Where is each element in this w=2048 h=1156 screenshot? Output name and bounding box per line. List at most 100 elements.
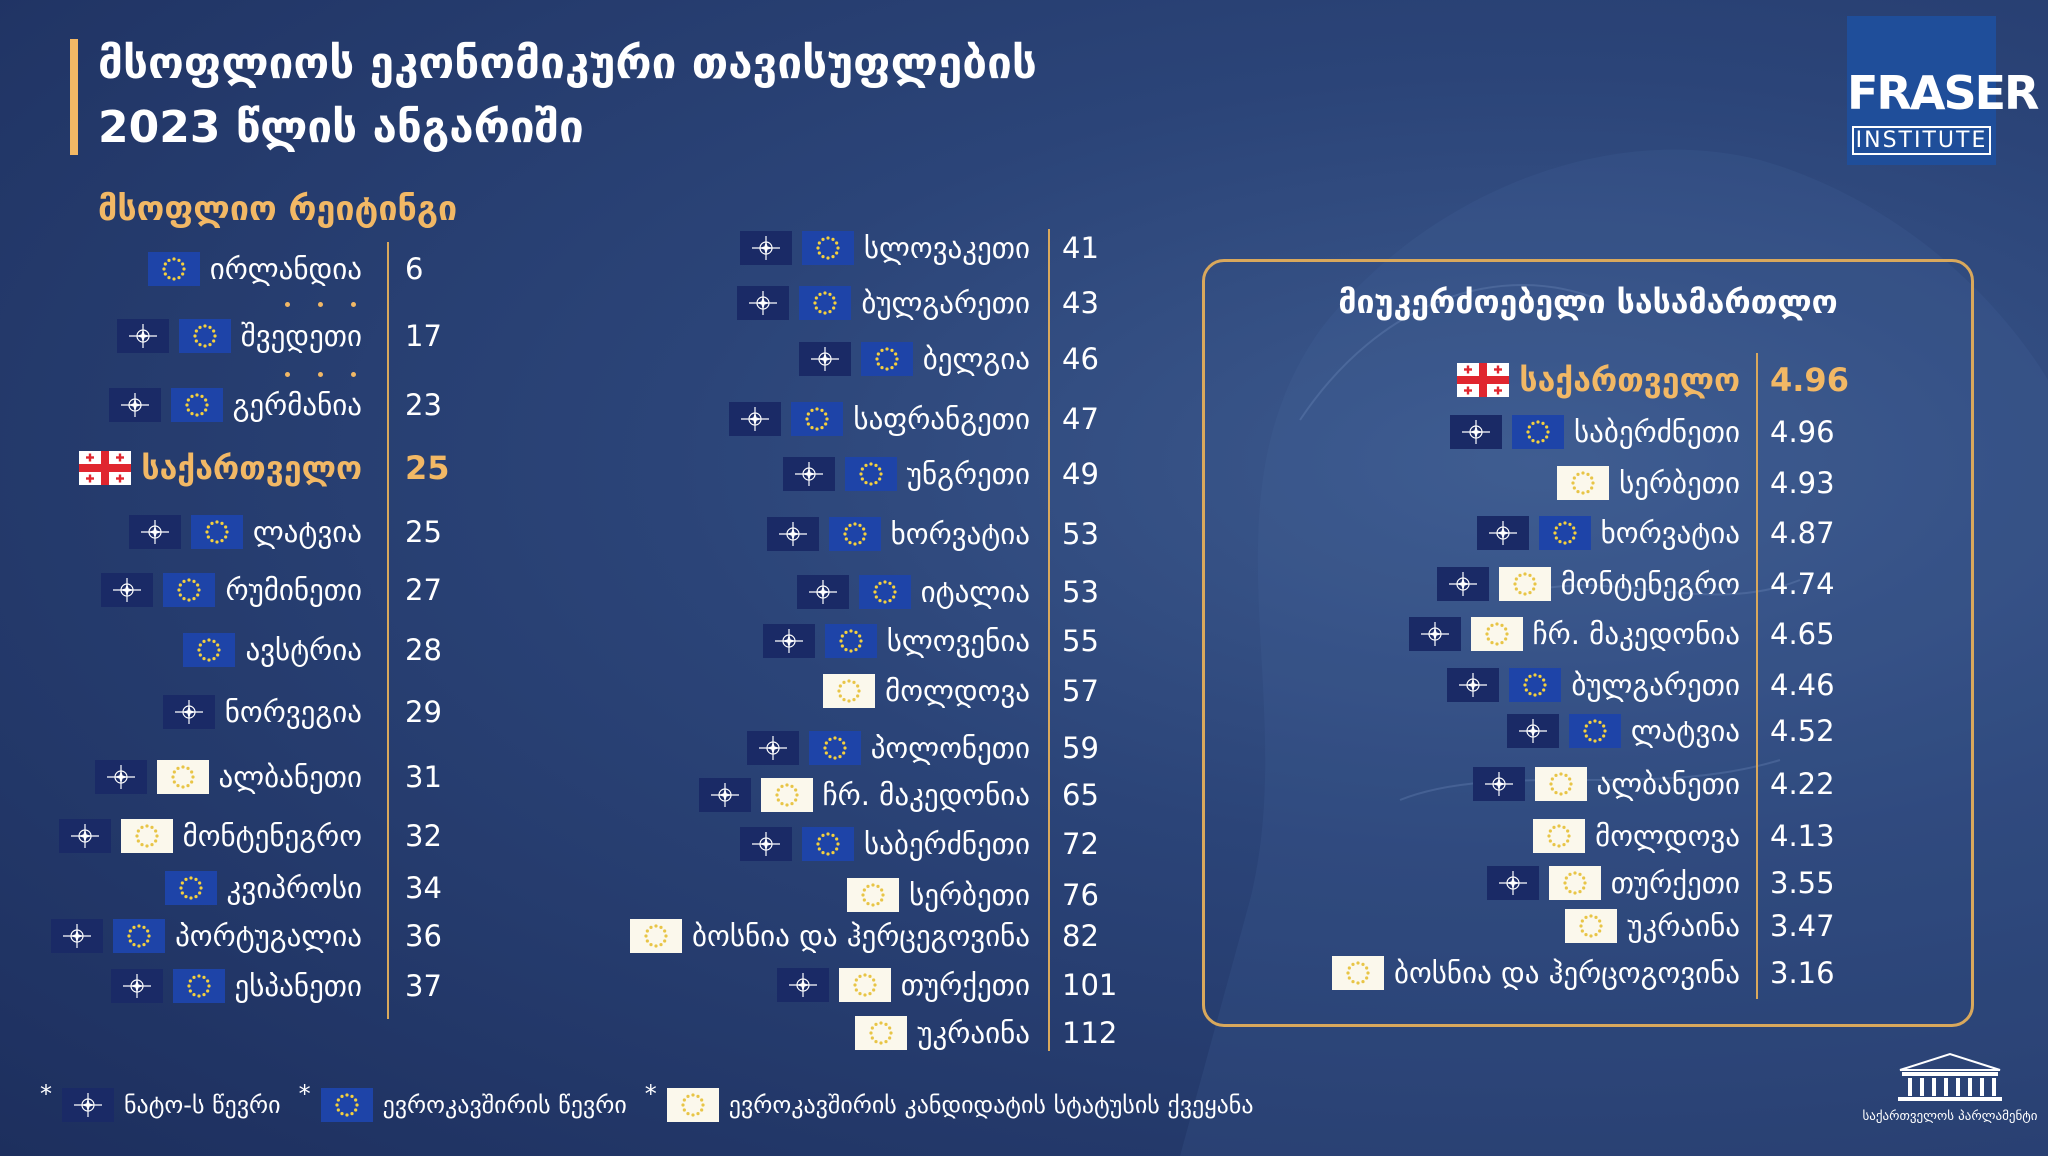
ellipsis-dot	[285, 372, 290, 377]
flag-eu	[183, 633, 236, 667]
score-value: 3.55	[1770, 866, 1835, 900]
flag-cand	[630, 919, 683, 953]
divider	[387, 242, 389, 1019]
country-name: ირლანდია	[209, 252, 362, 286]
flag-nato	[58, 819, 111, 853]
country-row: ჩრ. მაკედონია	[1408, 614, 1740, 654]
title: მსოფლიოს ეკონომიკური თავისუფლების	[98, 38, 1037, 89]
flag-eu	[1509, 668, 1562, 702]
ranking-title: მსოფლიო რეიტინგი	[98, 189, 458, 229]
score-value: 4.22	[1770, 767, 1835, 801]
rank-value: 37	[405, 969, 442, 1003]
flag-nato	[737, 286, 790, 320]
flag-cand	[1565, 909, 1618, 943]
country-row: ალბანეთი	[94, 757, 362, 797]
flag-cand	[847, 878, 900, 912]
score-value: 3.47	[1770, 909, 1835, 943]
country-name: კვიპროსი	[226, 871, 362, 905]
country-row: პოლონეთი	[746, 728, 1030, 768]
score-value: 4.96	[1770, 361, 1849, 399]
country-row: ირლანდია	[147, 249, 362, 289]
flag-cand	[1470, 617, 1523, 651]
flag-nato	[776, 968, 829, 1002]
country-name: ბელგია	[922, 342, 1030, 376]
rank-value: 29	[405, 695, 442, 729]
flag-cand	[823, 674, 876, 708]
flag-eu	[190, 515, 243, 549]
country-name: საქართველო	[1519, 361, 1740, 399]
country-name: ალბანეთი	[218, 760, 362, 794]
country-row: რუმინეთი	[101, 570, 362, 610]
country-row: ნორვეგია	[162, 692, 362, 732]
title: 2023 წლის ანგარიში	[98, 102, 584, 153]
country-row: ბოსნია და ჰერცოგოვინა	[1331, 953, 1740, 993]
score-value: 4.93	[1770, 466, 1835, 500]
flag-nato	[51, 919, 104, 953]
score-value: 4.96	[1770, 415, 1835, 449]
flag-eu	[801, 231, 854, 265]
flag-nato	[101, 573, 154, 607]
country-row: უნგრეთი	[782, 454, 1030, 494]
flag-nato	[729, 402, 782, 436]
flag-nato	[766, 517, 819, 551]
rank-value: 23	[405, 388, 442, 422]
country-row: ხორვატია	[1476, 513, 1740, 553]
score-value: 4.13	[1770, 819, 1835, 853]
country-row: გერმანია	[108, 385, 362, 425]
logo-subtitle: INSTITUTE	[1852, 126, 1991, 155]
country-row: კვიპროსი	[164, 868, 362, 908]
country-name: მონტენეგრო	[1560, 567, 1740, 601]
rank-value: 65	[1062, 778, 1099, 812]
country-row: მოლდოვა	[823, 671, 1030, 711]
ellipsis-dot	[285, 302, 290, 307]
flag-eu	[113, 919, 166, 953]
country-name: პოლონეთი	[870, 731, 1030, 765]
flag-cand	[1557, 466, 1610, 500]
flag-nato	[128, 515, 181, 549]
rank-value: 57	[1062, 674, 1099, 708]
country-row: ბელგია	[798, 339, 1030, 379]
legend-label: ევროკავშირის წევრი	[382, 1091, 627, 1119]
flag-eu	[172, 969, 225, 1003]
country-row: საბერძნეთი	[1450, 412, 1740, 452]
country-row: ესპანეთი	[110, 966, 362, 1006]
country-row: შვედეთი	[116, 316, 362, 356]
country-row: ავსტრია	[183, 630, 362, 670]
country-name: ავსტრია	[245, 633, 362, 667]
score-value: 4.65	[1770, 617, 1835, 651]
country-row: ლატვია	[128, 512, 362, 552]
country-name: იტალია	[920, 575, 1030, 609]
rank-value: 101	[1062, 968, 1118, 1002]
country-row: იტალია	[796, 572, 1030, 612]
country-row: სლოვაკეთი	[739, 228, 1030, 268]
parliament-icon	[1898, 1052, 2002, 1101]
flag-ge	[79, 451, 132, 485]
country-name: მოლდოვა	[885, 674, 1030, 708]
flag-eu	[858, 575, 911, 609]
flag-nato	[62, 1088, 114, 1122]
flag-eu	[178, 319, 231, 353]
country-row: თურქეთი	[1486, 863, 1740, 903]
rank-value: 112	[1062, 1016, 1118, 1050]
country-row: სერბეთი	[1557, 463, 1740, 503]
score-value: 4.74	[1770, 567, 1835, 601]
flag-cand	[838, 968, 891, 1002]
country-name: სლოვენია	[886, 624, 1030, 658]
country-row: ბოსნია და ჰერცეგოვინა	[630, 916, 1030, 956]
flag-eu	[824, 624, 877, 658]
flag-nato	[110, 969, 163, 1003]
country-row: ბულგარეთი	[1447, 665, 1740, 705]
rank-value: 25	[405, 449, 450, 487]
rank-value: 43	[1062, 286, 1099, 320]
flag-nato	[108, 388, 161, 422]
parliament-logo: საქართველოს პარლამენტი	[1860, 1050, 2040, 1124]
flag-cand	[855, 1016, 908, 1050]
rank-value: 53	[1062, 517, 1099, 551]
score-value: 4.46	[1770, 668, 1835, 702]
divider	[1048, 229, 1050, 1051]
flag-nato	[740, 827, 793, 861]
country-name: საბერძნეთი	[864, 827, 1030, 861]
flag-eu	[164, 871, 217, 905]
country-name: მონტენეგრო	[182, 819, 362, 853]
rank-value: 53	[1062, 575, 1099, 609]
